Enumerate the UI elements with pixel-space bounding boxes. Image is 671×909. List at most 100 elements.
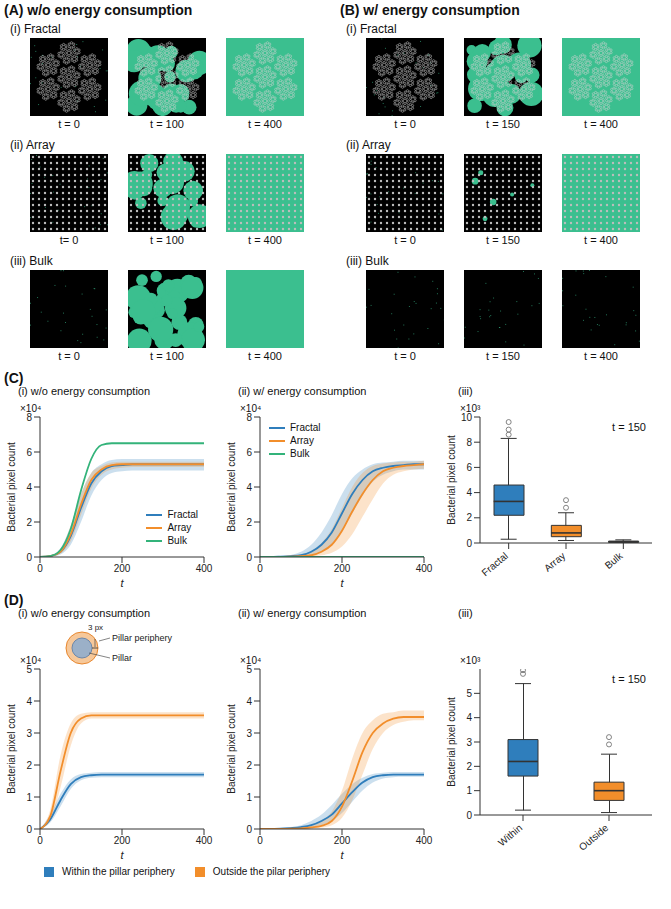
svg-text:0: 0 [37,563,43,574]
svg-text:400: 400 [196,835,213,846]
svg-text:0: 0 [246,552,252,563]
html-text:t = 150: t = 150 [486,234,520,246]
svg-text:2: 2 [246,517,252,528]
svg-text:3 px: 3 px [88,623,103,632]
svg-text:4: 4 [466,712,472,723]
html-text:Array: Array [167,522,192,533]
svg-text:5: 5 [466,688,472,699]
svg-text:0: 0 [246,824,252,835]
html-text:(i) Fractal: (i) Fractal [346,22,397,36]
svg-text:400: 400 [196,563,213,574]
html-text:(i) Fractal: (i) Fractal [10,22,61,36]
html-text:t = 400: t = 400 [584,234,618,246]
svg-text:200: 200 [114,835,131,846]
svg-text:0: 0 [26,824,32,835]
html-text:(iii) Bulk: (iii) Bulk [10,254,53,268]
svg-text:3: 3 [466,737,472,748]
svg-text:t: t [340,577,344,589]
svg-text:Fractal: Fractal [479,550,509,578]
html-text:t = 100: t = 100 [150,350,184,362]
html-text:×10⁴: ×10⁴ [20,403,42,414]
html-text:(D): (D) [4,592,24,608]
svg-text:t: t [120,849,124,861]
svg-text:2: 2 [246,760,252,771]
svg-text:2: 2 [26,517,32,528]
svg-text:Outside: Outside [577,822,611,853]
svg-text:2: 2 [466,512,472,523]
html-text:t = 400: t = 400 [248,350,282,362]
html-text:(i) w/o energy consumption: (i) w/o energy consumption [18,607,151,619]
svg-text:4: 4 [26,696,32,707]
html-text:t = 150: t = 150 [486,350,520,362]
html-text:t = 400: t = 400 [584,350,618,362]
svg-text:3: 3 [246,728,252,739]
html-text:Bulk: Bulk [167,535,187,546]
svg-text:200: 200 [334,835,351,846]
html-text:(C): (C) [4,370,24,386]
svg-text:Bacterial pixel count: Bacterial pixel count [226,704,237,794]
svg-text:4: 4 [246,482,252,493]
svg-text:1: 1 [466,785,472,796]
svg-text:0: 0 [257,835,263,846]
svg-text:4: 4 [466,487,472,498]
html-text:(A) w/o energy consumption: (A) w/o energy consumption [4,2,193,18]
svg-text:6: 6 [246,447,252,458]
svg-text:t: t [340,849,344,861]
svg-text:10: 10 [460,411,472,423]
svg-text:0: 0 [257,563,263,574]
svg-text:Bacterial pixel count: Bacterial pixel count [6,704,17,794]
svg-text:6: 6 [466,462,472,473]
svg-text:Within: Within [496,822,524,848]
html-text:t = 0: t = 0 [394,118,416,130]
svg-text:3: 3 [26,728,32,739]
html-text:t = 0: t = 0 [58,118,80,130]
svg-text:0: 0 [466,810,472,821]
svg-text:4: 4 [26,482,32,493]
svg-text:Pillar: Pillar [112,653,132,663]
html-text:(i) w/o energy consumption: (i) w/o energy consumption [18,385,151,397]
html-text:t = 0: t = 0 [394,350,416,362]
svg-text:0: 0 [26,552,32,563]
svg-text:0: 0 [37,835,43,846]
html-text:(iii): (iii) [458,607,473,619]
html-text:(iii) Bulk: (iii) Bulk [346,254,389,268]
html-text:(ii) Array: (ii) Array [346,138,391,152]
html-text:t = 100: t = 100 [150,234,184,246]
svg-text:400: 400 [416,835,433,846]
svg-text:6: 6 [26,447,32,458]
html-text:(ii) w/ energy consumption: (ii) w/ energy consumption [238,385,367,397]
svg-text:0: 0 [466,538,472,549]
svg-text:Bulk: Bulk [603,549,626,571]
svg-text:200: 200 [334,563,351,574]
html-text:(iii): (iii) [458,385,473,397]
svg-text:Bacterial pixel count: Bacterial pixel count [6,442,17,532]
html-text:t = 150: t = 150 [486,118,520,130]
html-text:t= 0: t= 0 [59,234,79,246]
svg-text:1: 1 [246,792,252,803]
svg-text:400: 400 [416,563,433,574]
html-text:(ii) w/ energy consumption: (ii) w/ energy consumption [238,607,367,619]
html-text:t = 150: t = 150 [612,673,646,685]
html-text:t = 0: t = 0 [394,234,416,246]
svg-text:1: 1 [26,792,32,803]
html-text:t = 400: t = 400 [248,118,282,130]
svg-text:2: 2 [26,760,32,771]
html-text:t = 400: t = 400 [584,118,618,130]
html-text:t = 0: t = 0 [58,350,80,362]
svg-text:8: 8 [466,437,472,448]
svg-text:200: 200 [114,563,131,574]
html-text:t = 100: t = 100 [150,118,184,130]
svg-text:t: t [120,577,124,589]
svg-text:4: 4 [246,696,252,707]
svg-text:2: 2 [466,761,472,772]
svg-text:Pillar periphery: Pillar periphery [112,633,173,643]
svg-text:Bacterial pixel count: Bacterial pixel count [446,697,457,787]
html-text:(ii) Array: (ii) Array [10,138,55,152]
html-text:t = 150: t = 150 [612,421,646,433]
html-text:(B) w/ energy consumption: (B) w/ energy consumption [340,2,520,18]
svg-text:Bacterial pixel count: Bacterial pixel count [226,442,237,532]
html-text:t = 400: t = 400 [248,234,282,246]
svg-text:Bacterial pixel count: Bacterial pixel count [446,435,457,525]
html-text:Fractal: Fractal [167,509,198,520]
svg-text:Array: Array [542,550,567,574]
